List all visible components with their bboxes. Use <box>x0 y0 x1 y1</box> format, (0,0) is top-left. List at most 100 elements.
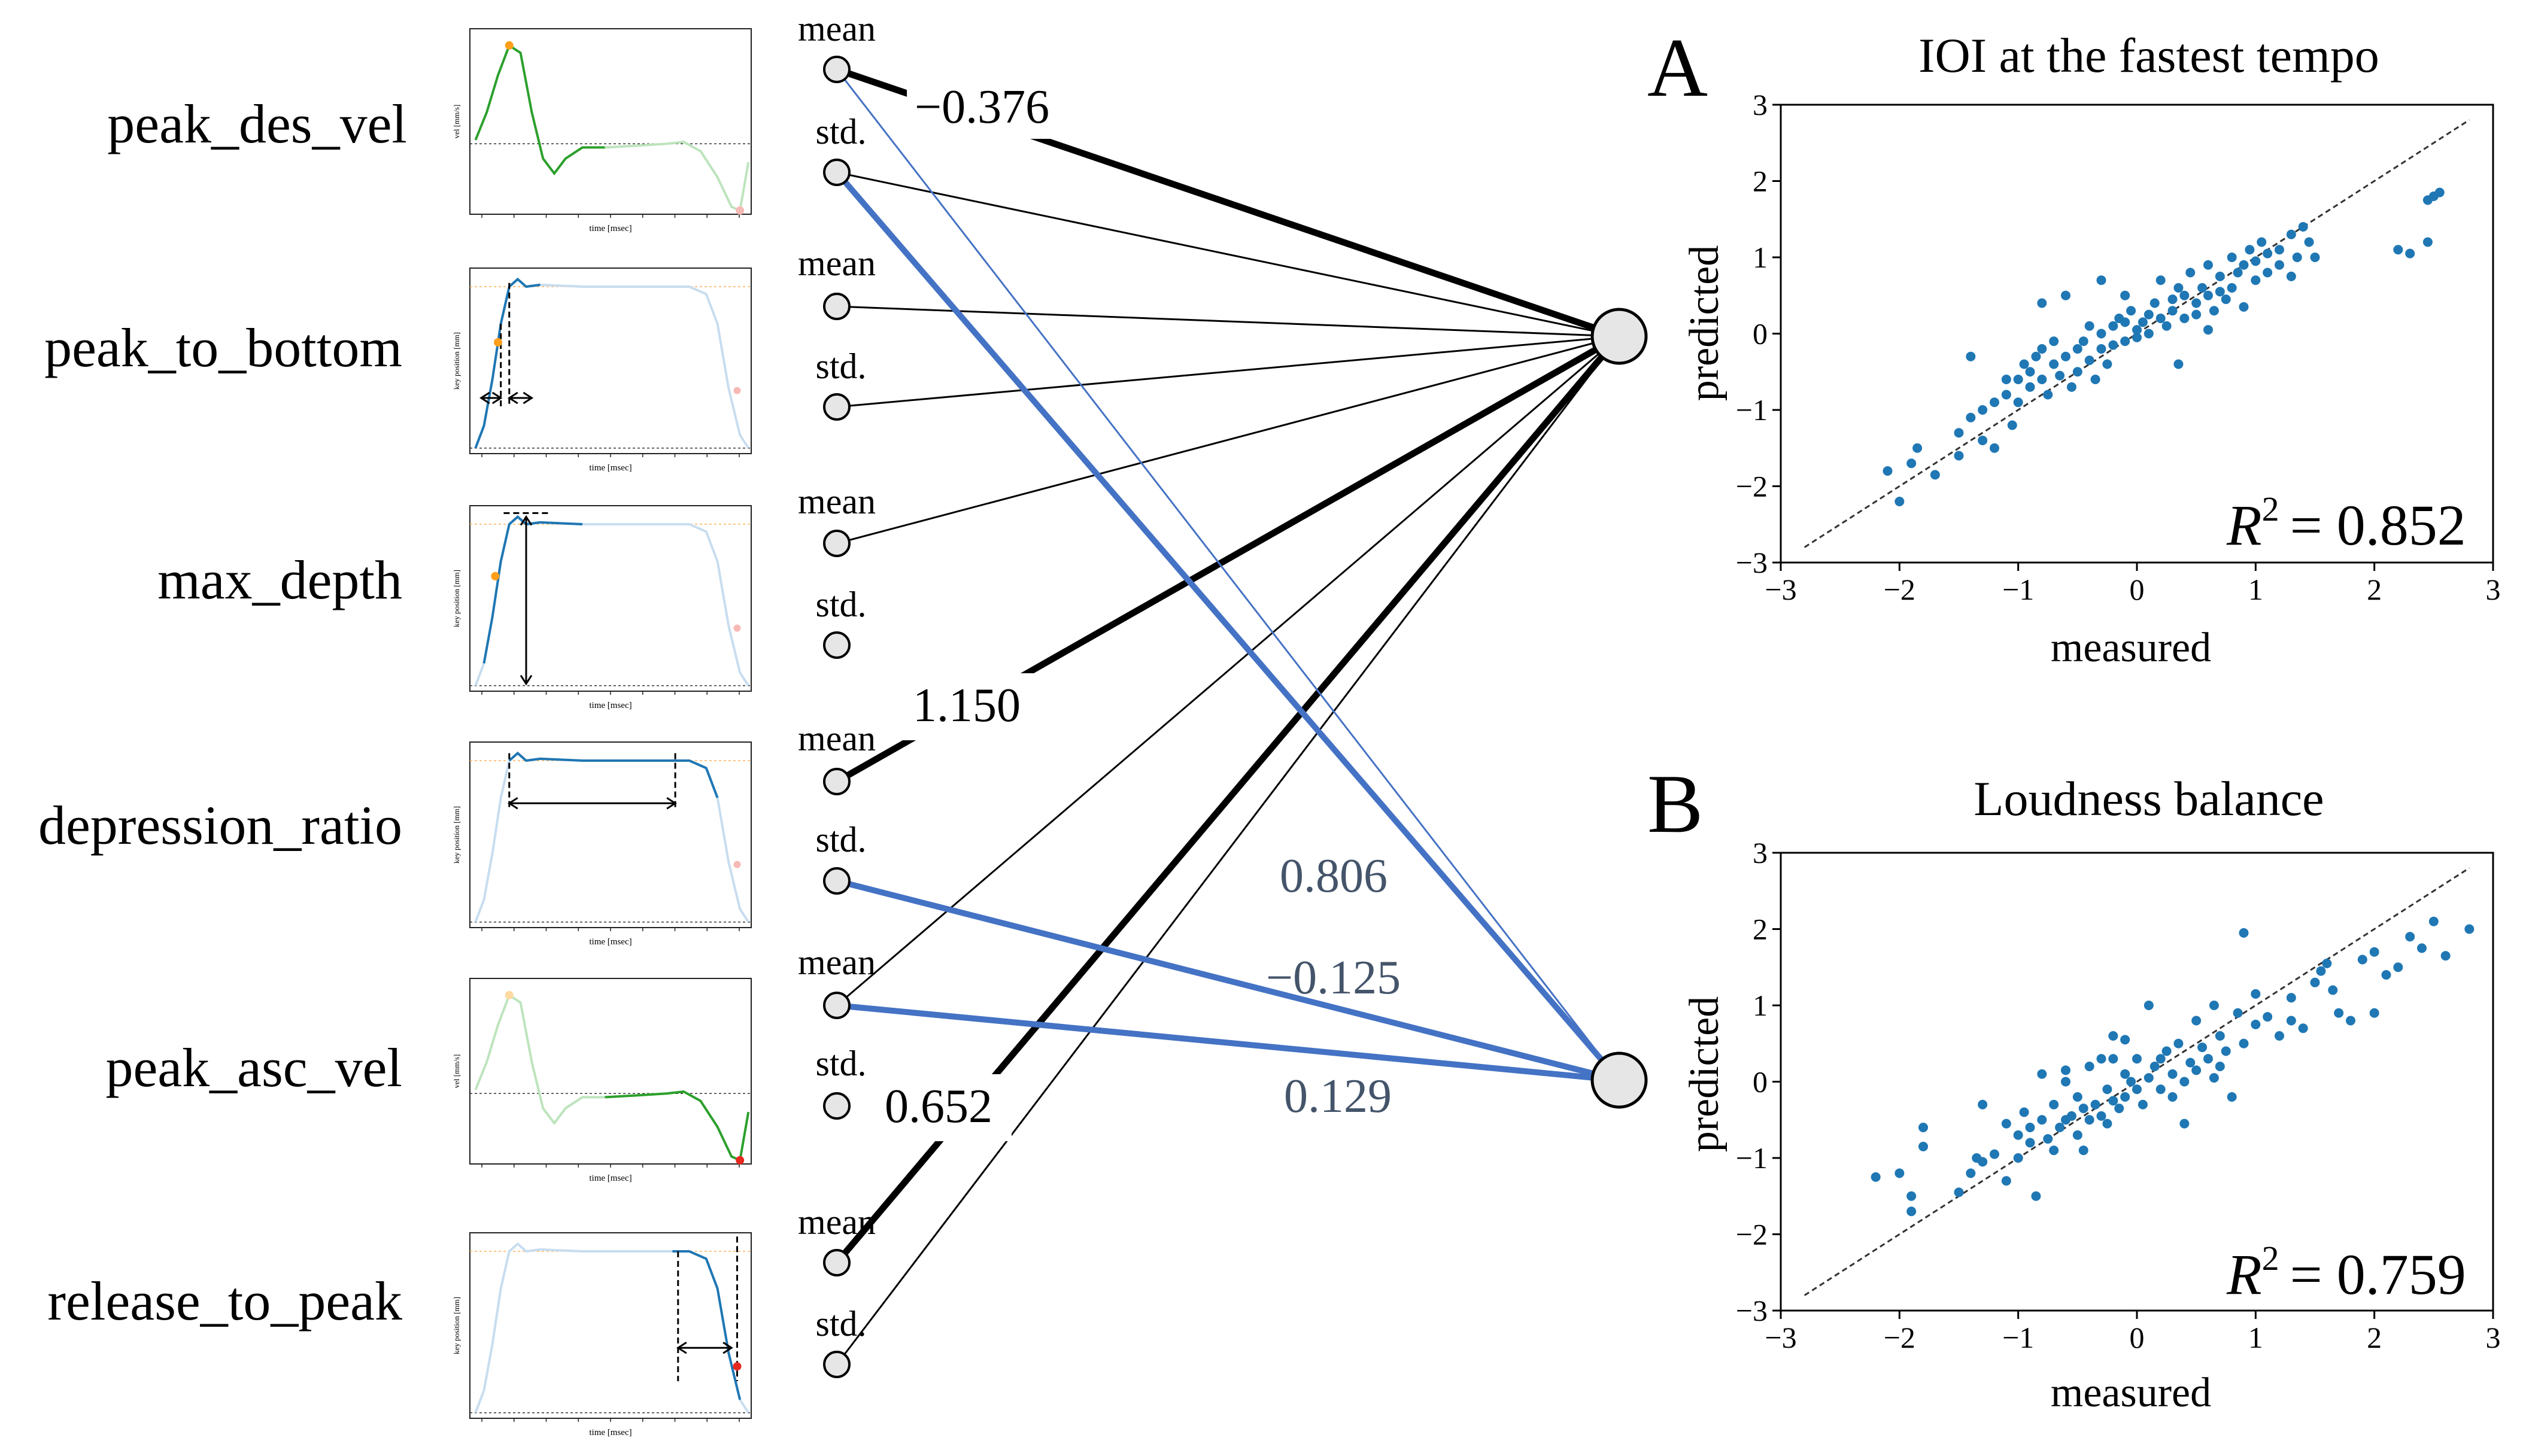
x-tick-label: 3 <box>2486 1321 2501 1354</box>
scatter-point <box>1894 1168 1905 1178</box>
scatter-point <box>2286 271 2296 281</box>
scatter-point <box>2334 1008 2344 1018</box>
faint-marker <box>733 624 741 632</box>
scatter-point <box>2096 1054 2106 1064</box>
scatter-point <box>2120 336 2130 346</box>
scatter-point <box>2049 336 2059 346</box>
scatter-point <box>1918 1123 1928 1132</box>
thumbnail-xlabel: time [msec] <box>589 1428 631 1437</box>
weight-label-peak-des-vel-mean: −0.376 <box>915 81 1049 133</box>
thumbnail-xlabel: time [msec] <box>589 1174 631 1183</box>
scatter-point <box>2001 390 2011 400</box>
scatter-point <box>2138 317 2148 327</box>
scatter-point <box>1990 443 1999 453</box>
scatter-point <box>2316 966 2326 976</box>
x-tick-label: −2 <box>1884 1321 1915 1354</box>
scatter-point <box>2013 375 2023 384</box>
connection-line <box>836 335 1620 408</box>
arrow-head <box>479 391 490 405</box>
x-tick-label: 2 <box>2367 573 2382 606</box>
scatter-point <box>2132 1084 2142 1095</box>
scatter-point <box>1930 470 1940 480</box>
network-connections <box>834 66 1622 1365</box>
scatter-point <box>2286 993 2296 1003</box>
scatter-point <box>2173 359 2184 369</box>
scatter-point <box>2440 951 2451 961</box>
thumbnail-6: time [msec] key position [mm] <box>452 1232 752 1437</box>
feature-label-peak-to-bottom: peak_to_bottom <box>44 317 402 378</box>
scatter-point <box>2203 260 2213 270</box>
arrow-head <box>722 1341 733 1354</box>
scatter-point <box>2096 275 2106 285</box>
stat-label-mean: mean <box>798 943 876 982</box>
scatter-point <box>1966 1168 1976 1178</box>
x-tick-label: −2 <box>1884 573 1915 606</box>
scatter-point <box>2084 321 2094 331</box>
panel-a-plot: −3 −2 −1 0 1 2 3 −3 −2 −1 0 1 2 3 <box>1736 88 2501 606</box>
scatter-point <box>2464 924 2475 934</box>
scatter-point <box>2001 375 2011 384</box>
x-tick-label: 1 <box>2248 1321 2263 1354</box>
r2-value: = 0.759 <box>2290 1242 2466 1306</box>
scatter-point <box>2422 237 2433 247</box>
x-tick-label: 0 <box>2130 1321 2145 1354</box>
scatter-point <box>2185 1057 2196 1068</box>
y-tick-label: 1 <box>1753 241 1768 274</box>
scatter-point <box>2078 1104 2088 1114</box>
scatter-point <box>2078 336 2088 346</box>
x-tick-label: −1 <box>2002 573 2034 606</box>
scatter-point <box>2138 1099 2148 1110</box>
scatter-point <box>2233 268 2243 278</box>
feature-label-max-depth: max_depth <box>157 549 402 610</box>
connection-line-blue <box>836 69 1620 1081</box>
feature-label-peak-asc-vel: peak_asc_vel <box>105 1037 402 1098</box>
scatter-point <box>2031 1191 2041 1201</box>
scatter-point <box>2072 367 2082 377</box>
scatter-point <box>1954 1187 1964 1197</box>
thumbnail-4: time [msec] key position [mm] <box>452 741 752 947</box>
scatter-point <box>2203 325 2213 335</box>
scatter-point <box>2173 1038 2184 1048</box>
panel-b-plot: −3 −2 −1 0 1 2 3 −3 −2 −1 0 1 2 3 <box>1736 836 2501 1354</box>
connection-line-blue-thick <box>836 878 1620 1083</box>
y-tick-label: 3 <box>1753 836 1768 870</box>
scatter-point <box>2025 367 2035 377</box>
arrow-head <box>491 391 503 405</box>
scatter-point <box>2066 1111 2076 1121</box>
scatter-point <box>2144 1001 2154 1010</box>
scatter-point <box>2001 1176 2011 1186</box>
scatter-point <box>2179 290 2190 300</box>
scatter-point <box>2298 222 2308 232</box>
scatter-point <box>1954 451 1964 461</box>
scatter-point <box>2227 253 2237 262</box>
thumbnail-frame <box>469 978 752 1165</box>
scatter-point <box>2257 237 2267 247</box>
scatter-point <box>2310 253 2320 262</box>
scatter-point <box>1978 1157 1988 1167</box>
scatter-point <box>2239 302 2249 312</box>
scatter-point <box>1990 1149 1999 1159</box>
scatter-point <box>2049 1099 2059 1110</box>
y-tick-label: −2 <box>1736 1218 1768 1251</box>
stat-label-std: std. <box>815 585 866 624</box>
panel-b: B Loudness balance measured predicted −3… <box>1647 758 2501 1416</box>
scatter-point <box>2263 1012 2273 1022</box>
scatter-point <box>2263 268 2273 278</box>
scatter-point <box>2167 294 2178 305</box>
scatter-point <box>2179 1118 2190 1129</box>
scatter-point <box>1978 1099 1988 1110</box>
scatter-point <box>2155 1084 2166 1095</box>
peak-marker <box>505 41 514 50</box>
scatter-point <box>1912 443 1923 453</box>
scatter-point <box>2149 1062 2160 1071</box>
scatter-point <box>2090 1099 2100 1110</box>
scatter-point <box>2239 260 2249 270</box>
thumbnail-frame <box>469 741 752 928</box>
x-tick-label: −3 <box>1765 573 1796 606</box>
input-node <box>823 631 851 659</box>
connection-line <box>836 171 1620 338</box>
weight-label-backdrops <box>874 72 1062 1141</box>
stat-label-mean: mean <box>798 719 876 758</box>
scatter-point <box>2025 1123 2035 1132</box>
arrow-head <box>666 797 677 810</box>
